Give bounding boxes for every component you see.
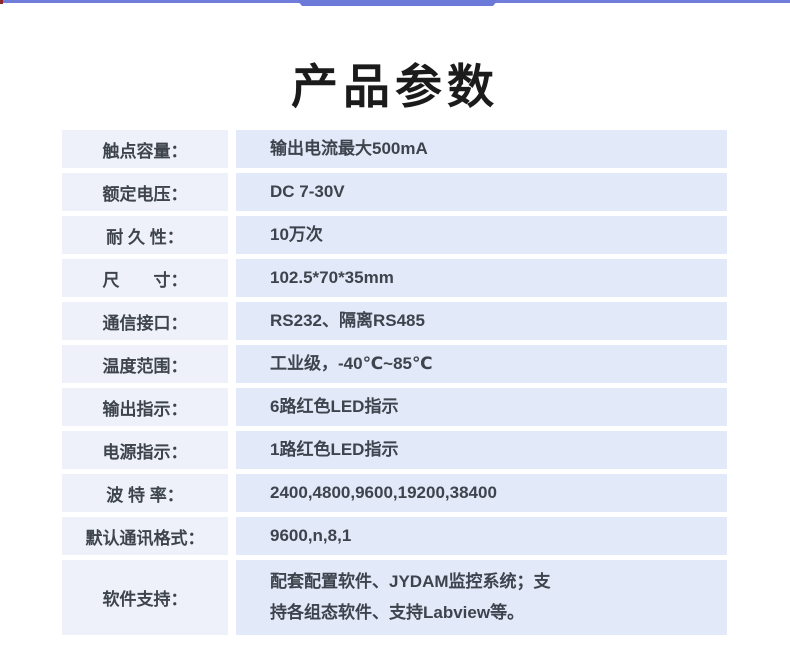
spec-label: 电源指示： xyxy=(62,431,228,469)
spec-label: 波 特 率： xyxy=(62,474,228,512)
spec-value: 6路红色LED指示 xyxy=(236,388,727,426)
spec-row-durability: 耐 久 性： 10万次 xyxy=(62,216,727,254)
top-left-corner-marker xyxy=(0,0,3,4)
spec-label: 耐 久 性： xyxy=(62,216,228,254)
spec-value: 工业级，-40℃~85℃ xyxy=(236,345,727,383)
spec-row-output-indicator: 输出指示： 6路红色LED指示 xyxy=(62,388,727,426)
spec-label: 尺 寸： xyxy=(62,259,228,297)
spec-label: 通信接口： xyxy=(62,302,228,340)
spec-label: 软件支持： xyxy=(62,560,228,635)
spec-value: 输出电流最大500mA xyxy=(236,130,727,168)
spec-value: 102.5*70*35mm xyxy=(236,259,727,297)
page-title: 产品参数 xyxy=(291,60,499,114)
spec-row-comm-interface: 通信接口： RS232、隔离RS485 xyxy=(62,302,727,340)
top-accent-tab xyxy=(297,0,498,6)
spec-value: DC 7-30V xyxy=(236,173,727,211)
spec-label: 输出指示： xyxy=(62,388,228,426)
spec-table: 触点容量： 输出电流最大500mA 额定电压： DC 7-30V 耐 久 性： … xyxy=(62,130,727,635)
spec-row-temperature-range: 温度范围： 工业级，-40℃~85℃ xyxy=(62,345,727,383)
spec-row-contact-capacity: 触点容量： 输出电流最大500mA xyxy=(62,130,727,168)
spec-row-baud-rate: 波 特 率： 2400,4800,9600,19200,38400 xyxy=(62,474,727,512)
spec-value: 9600,n,8,1 xyxy=(236,517,727,555)
spec-row-rated-voltage: 额定电压： DC 7-30V xyxy=(62,173,727,211)
spec-label: 触点容量： xyxy=(62,130,228,168)
spec-label: 额定电压： xyxy=(62,173,228,211)
spec-value: 10万次 xyxy=(236,216,727,254)
spec-value: 2400,4800,9600,19200,38400 xyxy=(236,474,727,512)
spec-value: 配套配置软件、JYDAM监控系统；支 持各组态软件、支持Labview等。 xyxy=(236,560,727,635)
spec-row-dimensions: 尺 寸： 102.5*70*35mm xyxy=(62,259,727,297)
spec-row-software-support: 软件支持： 配套配置软件、JYDAM监控系统；支 持各组态软件、支持Labvie… xyxy=(62,560,727,635)
spec-row-power-indicator: 电源指示： 1路红色LED指示 xyxy=(62,431,727,469)
spec-value: RS232、隔离RS485 xyxy=(236,302,727,340)
spec-row-default-comm-format: 默认通讯格式： 9600,n,8,1 xyxy=(62,517,727,555)
spec-label: 温度范围： xyxy=(62,345,228,383)
spec-value: 1路红色LED指示 xyxy=(236,431,727,469)
spec-label: 默认通讯格式： xyxy=(62,517,228,555)
